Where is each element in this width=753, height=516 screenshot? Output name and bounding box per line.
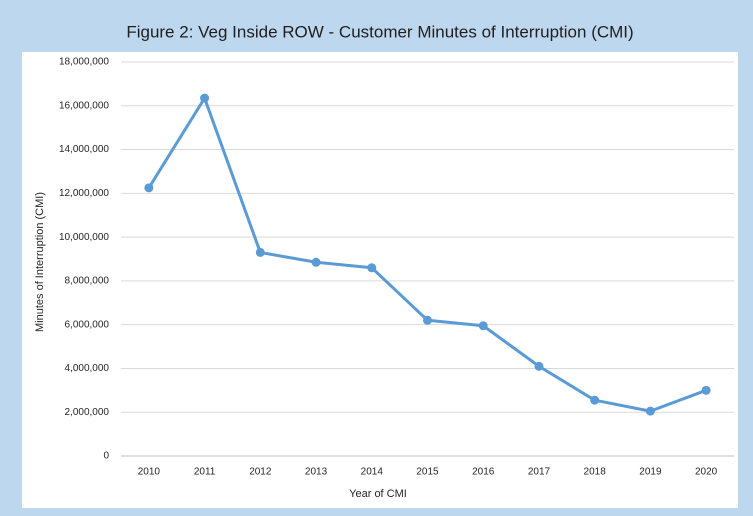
x-tick-label: 2014 [361, 467, 384, 478]
chart-title: Figure 2: Veg Inside ROW - Customer Minu… [126, 22, 633, 41]
marker [200, 93, 210, 103]
y-tick-label: 18,000,000 [59, 57, 109, 68]
y-axis-title: Minutes of Interruption (CMI) [34, 192, 46, 332]
x-tick-label: 2012 [249, 467, 272, 478]
x-tick-label: 2013 [305, 467, 328, 478]
x-tick-label: 2019 [639, 467, 662, 478]
marker [534, 361, 544, 371]
x-tick-label: 2018 [584, 467, 607, 478]
x-tick-label: 2016 [472, 467, 495, 478]
y-tick-label: 14,000,000 [59, 144, 109, 155]
y-tick-label: 16,000,000 [59, 100, 109, 111]
marker [701, 385, 711, 395]
y-tick-label: 10,000,000 [59, 232, 109, 243]
marker [311, 257, 321, 267]
marker [590, 395, 600, 405]
y-tick-label: 2,000,000 [65, 407, 110, 418]
plot-background [22, 52, 738, 508]
marker [144, 183, 154, 193]
marker [423, 315, 432, 325]
y-tick-label: 6,000,000 [65, 319, 110, 330]
y-tick-label: 0 [103, 451, 109, 462]
marker [645, 406, 655, 416]
marker [478, 321, 488, 331]
x-tick-label: 2017 [528, 467, 551, 478]
x-tick-label: 2020 [695, 467, 718, 478]
x-tick-label: 2011 [194, 467, 216, 478]
marker [367, 263, 377, 273]
marker [255, 247, 265, 257]
y-tick-label: 12,000,000 [59, 188, 109, 199]
y-tick-label: 4,000,000 [65, 363, 110, 374]
y-tick-label: 8,000,000 [65, 276, 110, 287]
x-tick-label: 2015 [416, 467, 439, 478]
x-axis-title: Year of CMI [349, 488, 407, 500]
x-tick-label: 2010 [138, 467, 161, 478]
